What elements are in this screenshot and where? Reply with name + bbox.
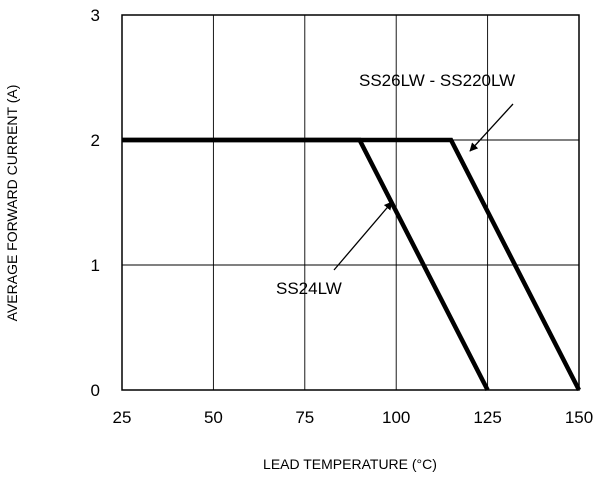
x-tick-label: 125 (473, 408, 501, 427)
annotation-arrow-ss24lw (333, 201, 393, 271)
series-label-ss26lw-ss220lw: SS26LW - SS220LW (359, 71, 515, 90)
series-label-ss24lw: SS24LW (276, 279, 342, 298)
x-tick-label: 75 (295, 408, 314, 427)
series-lines (122, 137, 582, 392)
x-tick-label: 25 (113, 408, 132, 427)
plot-frame (121, 14, 580, 391)
y-tick-label: 2 (91, 131, 100, 150)
series-line-ss26lw-ss220lw (122, 137, 582, 392)
x-tick-label: 150 (565, 408, 593, 427)
y-axis-title: AVERAGE FORWARD CURRENT (A) (4, 85, 20, 322)
y-tick-label: 1 (91, 256, 100, 275)
tick-labels: 25 50 75 100 125 150 0 1 2 3 (91, 6, 594, 427)
y-tick-label: 0 (91, 381, 100, 400)
annotation-arrow-ss26lw-ss220lw (469, 103, 514, 152)
x-tick-label: 100 (382, 408, 410, 427)
x-axis-title: LEAD TEMPERATURE (°C) (263, 456, 437, 472)
x-tick-label: 50 (204, 408, 223, 427)
y-tick-label: 3 (91, 6, 100, 25)
